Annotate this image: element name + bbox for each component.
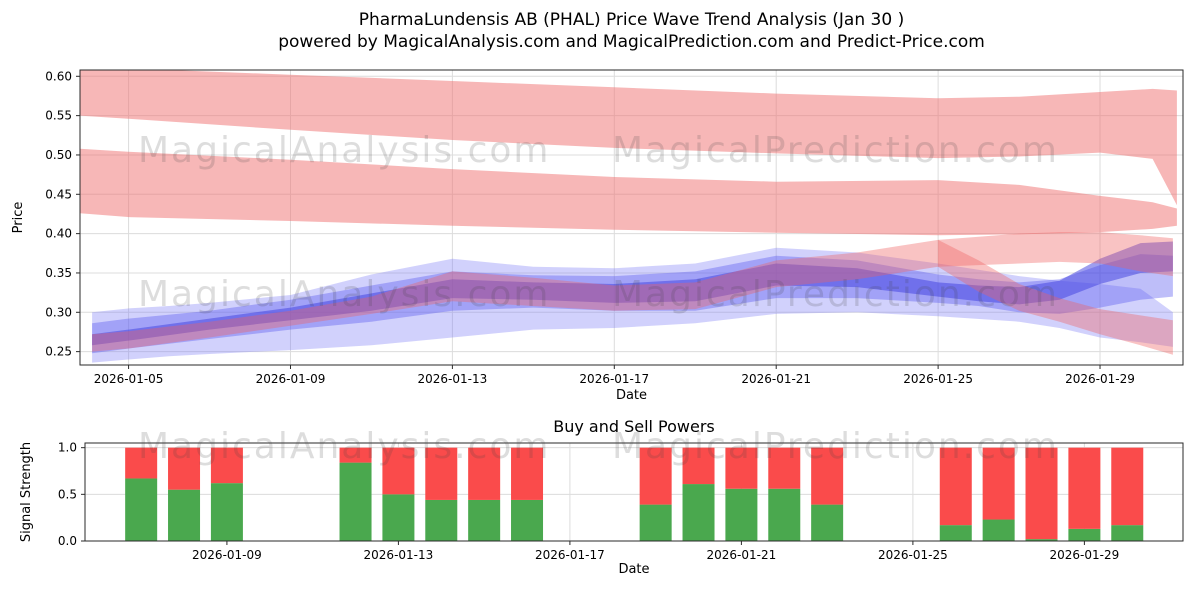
sell-bar bbox=[682, 447, 715, 485]
sell-bar bbox=[468, 447, 501, 500]
price-y-tick-label: 0.25 bbox=[45, 345, 72, 359]
buy-bar bbox=[1068, 528, 1101, 541]
chart-title: PharmaLundensis AB (PHAL) Price Wave Tre… bbox=[358, 10, 905, 30]
signal-x-tick-label: 2026-01-09 bbox=[192, 548, 262, 562]
price-xlabel: Date bbox=[616, 388, 647, 403]
buy-bar bbox=[1111, 525, 1144, 541]
price-x-tick-label: 2026-01-29 bbox=[1065, 372, 1135, 386]
price-x-tick-label: 2026-01-25 bbox=[903, 372, 973, 386]
price-x-tick-label: 2026-01-05 bbox=[94, 372, 164, 386]
sell-bar bbox=[168, 447, 201, 490]
signal-x-tick-label: 2026-01-17 bbox=[535, 548, 605, 562]
signal-y-tick-label: 0.0 bbox=[58, 534, 77, 548]
sell-bar bbox=[1111, 447, 1144, 526]
band-upper-resistance bbox=[80, 70, 1177, 206]
price-bands bbox=[80, 70, 1177, 363]
signal-x-tick-label: 2026-01-25 bbox=[878, 548, 948, 562]
price-y-tick-label: 0.35 bbox=[45, 266, 72, 280]
signal-xlabel: Date bbox=[618, 562, 649, 577]
signal-plot-border bbox=[84, 442, 1184, 542]
bar-chart-title: Buy and Sell Powers bbox=[553, 417, 715, 436]
sell-bar bbox=[1025, 447, 1058, 540]
price-plot-border bbox=[79, 69, 1184, 366]
band-lower-resistance bbox=[80, 148, 1177, 236]
sell-bar bbox=[339, 447, 372, 463]
price-x-tick-label: 2026-01-17 bbox=[579, 372, 649, 386]
price-y-tick-label: 0.55 bbox=[45, 109, 72, 123]
sell-bar bbox=[425, 447, 458, 500]
sell-bar bbox=[725, 447, 758, 489]
buy-bar bbox=[210, 483, 243, 541]
sell-bar bbox=[639, 447, 672, 505]
buy-bar bbox=[639, 504, 672, 541]
buy-bar bbox=[511, 499, 544, 541]
price-y-tick-label: 0.40 bbox=[45, 227, 72, 241]
sell-bar bbox=[939, 447, 972, 526]
buy-bar bbox=[125, 478, 158, 541]
sell-bar bbox=[982, 447, 1015, 520]
signal-ylabel: Signal Strength bbox=[19, 442, 34, 542]
buy-bar bbox=[982, 519, 1015, 541]
price-y-tick-label: 0.60 bbox=[45, 69, 72, 83]
price-x-tick-label: 2026-01-09 bbox=[256, 372, 326, 386]
buy-bar bbox=[682, 484, 715, 541]
signal-y-tick-label: 0.5 bbox=[58, 487, 77, 501]
buy-bar bbox=[725, 488, 758, 541]
price-y-tick-label: 0.45 bbox=[45, 187, 72, 201]
signal-x-tick-label: 2026-01-13 bbox=[364, 548, 434, 562]
buy-bar bbox=[382, 494, 415, 541]
price-x-tick-label: 2026-01-21 bbox=[741, 372, 811, 386]
signal-x-tick-label: 2026-01-29 bbox=[1050, 548, 1120, 562]
buy-bar bbox=[425, 499, 458, 541]
band-momentum-tail bbox=[938, 239, 1173, 355]
sell-bar bbox=[511, 447, 544, 500]
sell-bar bbox=[210, 447, 243, 484]
sell-bar bbox=[382, 447, 415, 495]
signal-x-tick-label: 2026-01-21 bbox=[707, 548, 777, 562]
signal-y-tick-label: 1.0 bbox=[58, 441, 77, 455]
buy-bar bbox=[939, 525, 972, 541]
price-ylabel: Price bbox=[11, 202, 26, 234]
sell-bar bbox=[1068, 447, 1101, 529]
buy-bar bbox=[168, 489, 201, 541]
price-y-tick-label: 0.30 bbox=[45, 305, 72, 319]
price-y-tick-label: 0.50 bbox=[45, 148, 72, 162]
sell-bar bbox=[768, 447, 801, 489]
buy-bar bbox=[1025, 539, 1058, 541]
price-x-tick-label: 2026-01-13 bbox=[418, 372, 488, 386]
buy-bar bbox=[768, 488, 801, 541]
chart-subtitle: powered by MagicalAnalysis.com and Magic… bbox=[278, 32, 985, 52]
band-support-core bbox=[92, 241, 1173, 346]
sell-bar bbox=[811, 447, 844, 505]
band-momentum bbox=[92, 232, 1173, 352]
buy-bar bbox=[811, 504, 844, 541]
buy-bar bbox=[339, 462, 372, 541]
sell-bar bbox=[125, 447, 158, 479]
buy-bar bbox=[468, 499, 501, 541]
